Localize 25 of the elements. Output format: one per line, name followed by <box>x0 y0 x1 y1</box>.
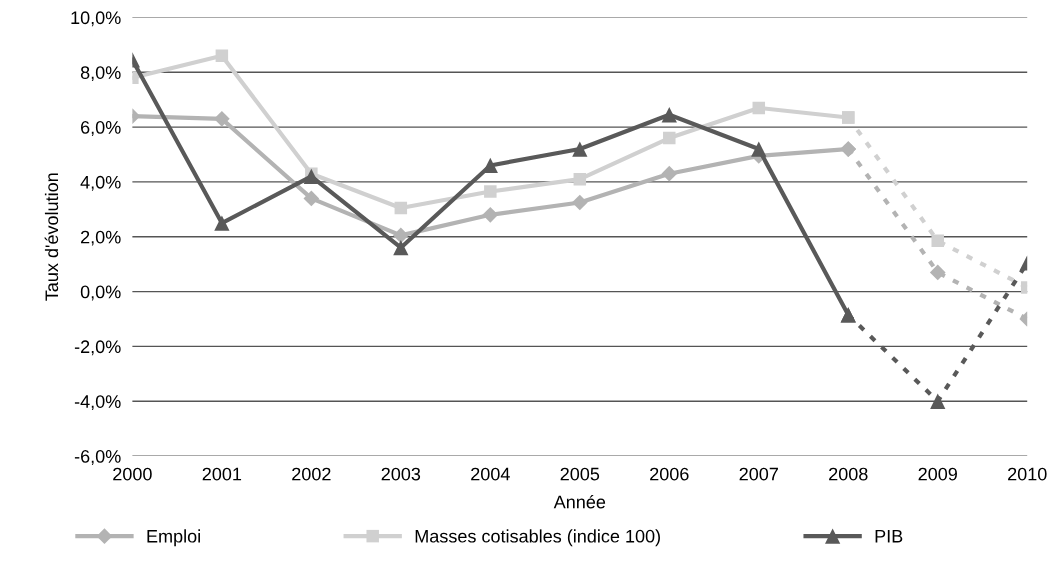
y-tick-label: 2,0% <box>81 230 121 246</box>
y-tick-label: -6,0% <box>74 450 121 465</box>
x-axis-title: Année <box>553 494 606 509</box>
x-tick-label: 2001 <box>202 467 242 481</box>
y-tick-label: -2,0% <box>74 340 121 356</box>
x-tick-label: 2010 <box>1008 467 1047 481</box>
x-tick-label: 2008 <box>829 467 868 481</box>
x-tick-label: 2000 <box>113 467 152 481</box>
legend-label: Masses cotisables (indice 100) <box>415 529 660 547</box>
y-tick-label: 4,0% <box>80 175 121 191</box>
x-tick-label: 2006 <box>650 467 689 481</box>
y-tick-label: 0,0% <box>80 285 121 301</box>
x-tick-label: 2007 <box>739 467 778 481</box>
legend-label: PIB <box>875 530 903 543</box>
y-tick-label: -4,0% <box>74 395 121 411</box>
x-tick-label: 2004 <box>471 467 510 481</box>
x-tick-label: 2002 <box>292 467 331 481</box>
y-axis-title: Taux d'évolution <box>44 173 59 301</box>
x-tick-label: 2009 <box>918 467 957 481</box>
x-tick-label: 2003 <box>381 467 421 481</box>
x-tick-label: 2005 <box>560 467 600 481</box>
y-tick-label: 8,0% <box>80 66 121 82</box>
y-tick-label: 10,0% <box>71 11 121 27</box>
y-tick-label: 6,0% <box>81 121 121 136</box>
legend-label: Emploi <box>147 529 200 547</box>
